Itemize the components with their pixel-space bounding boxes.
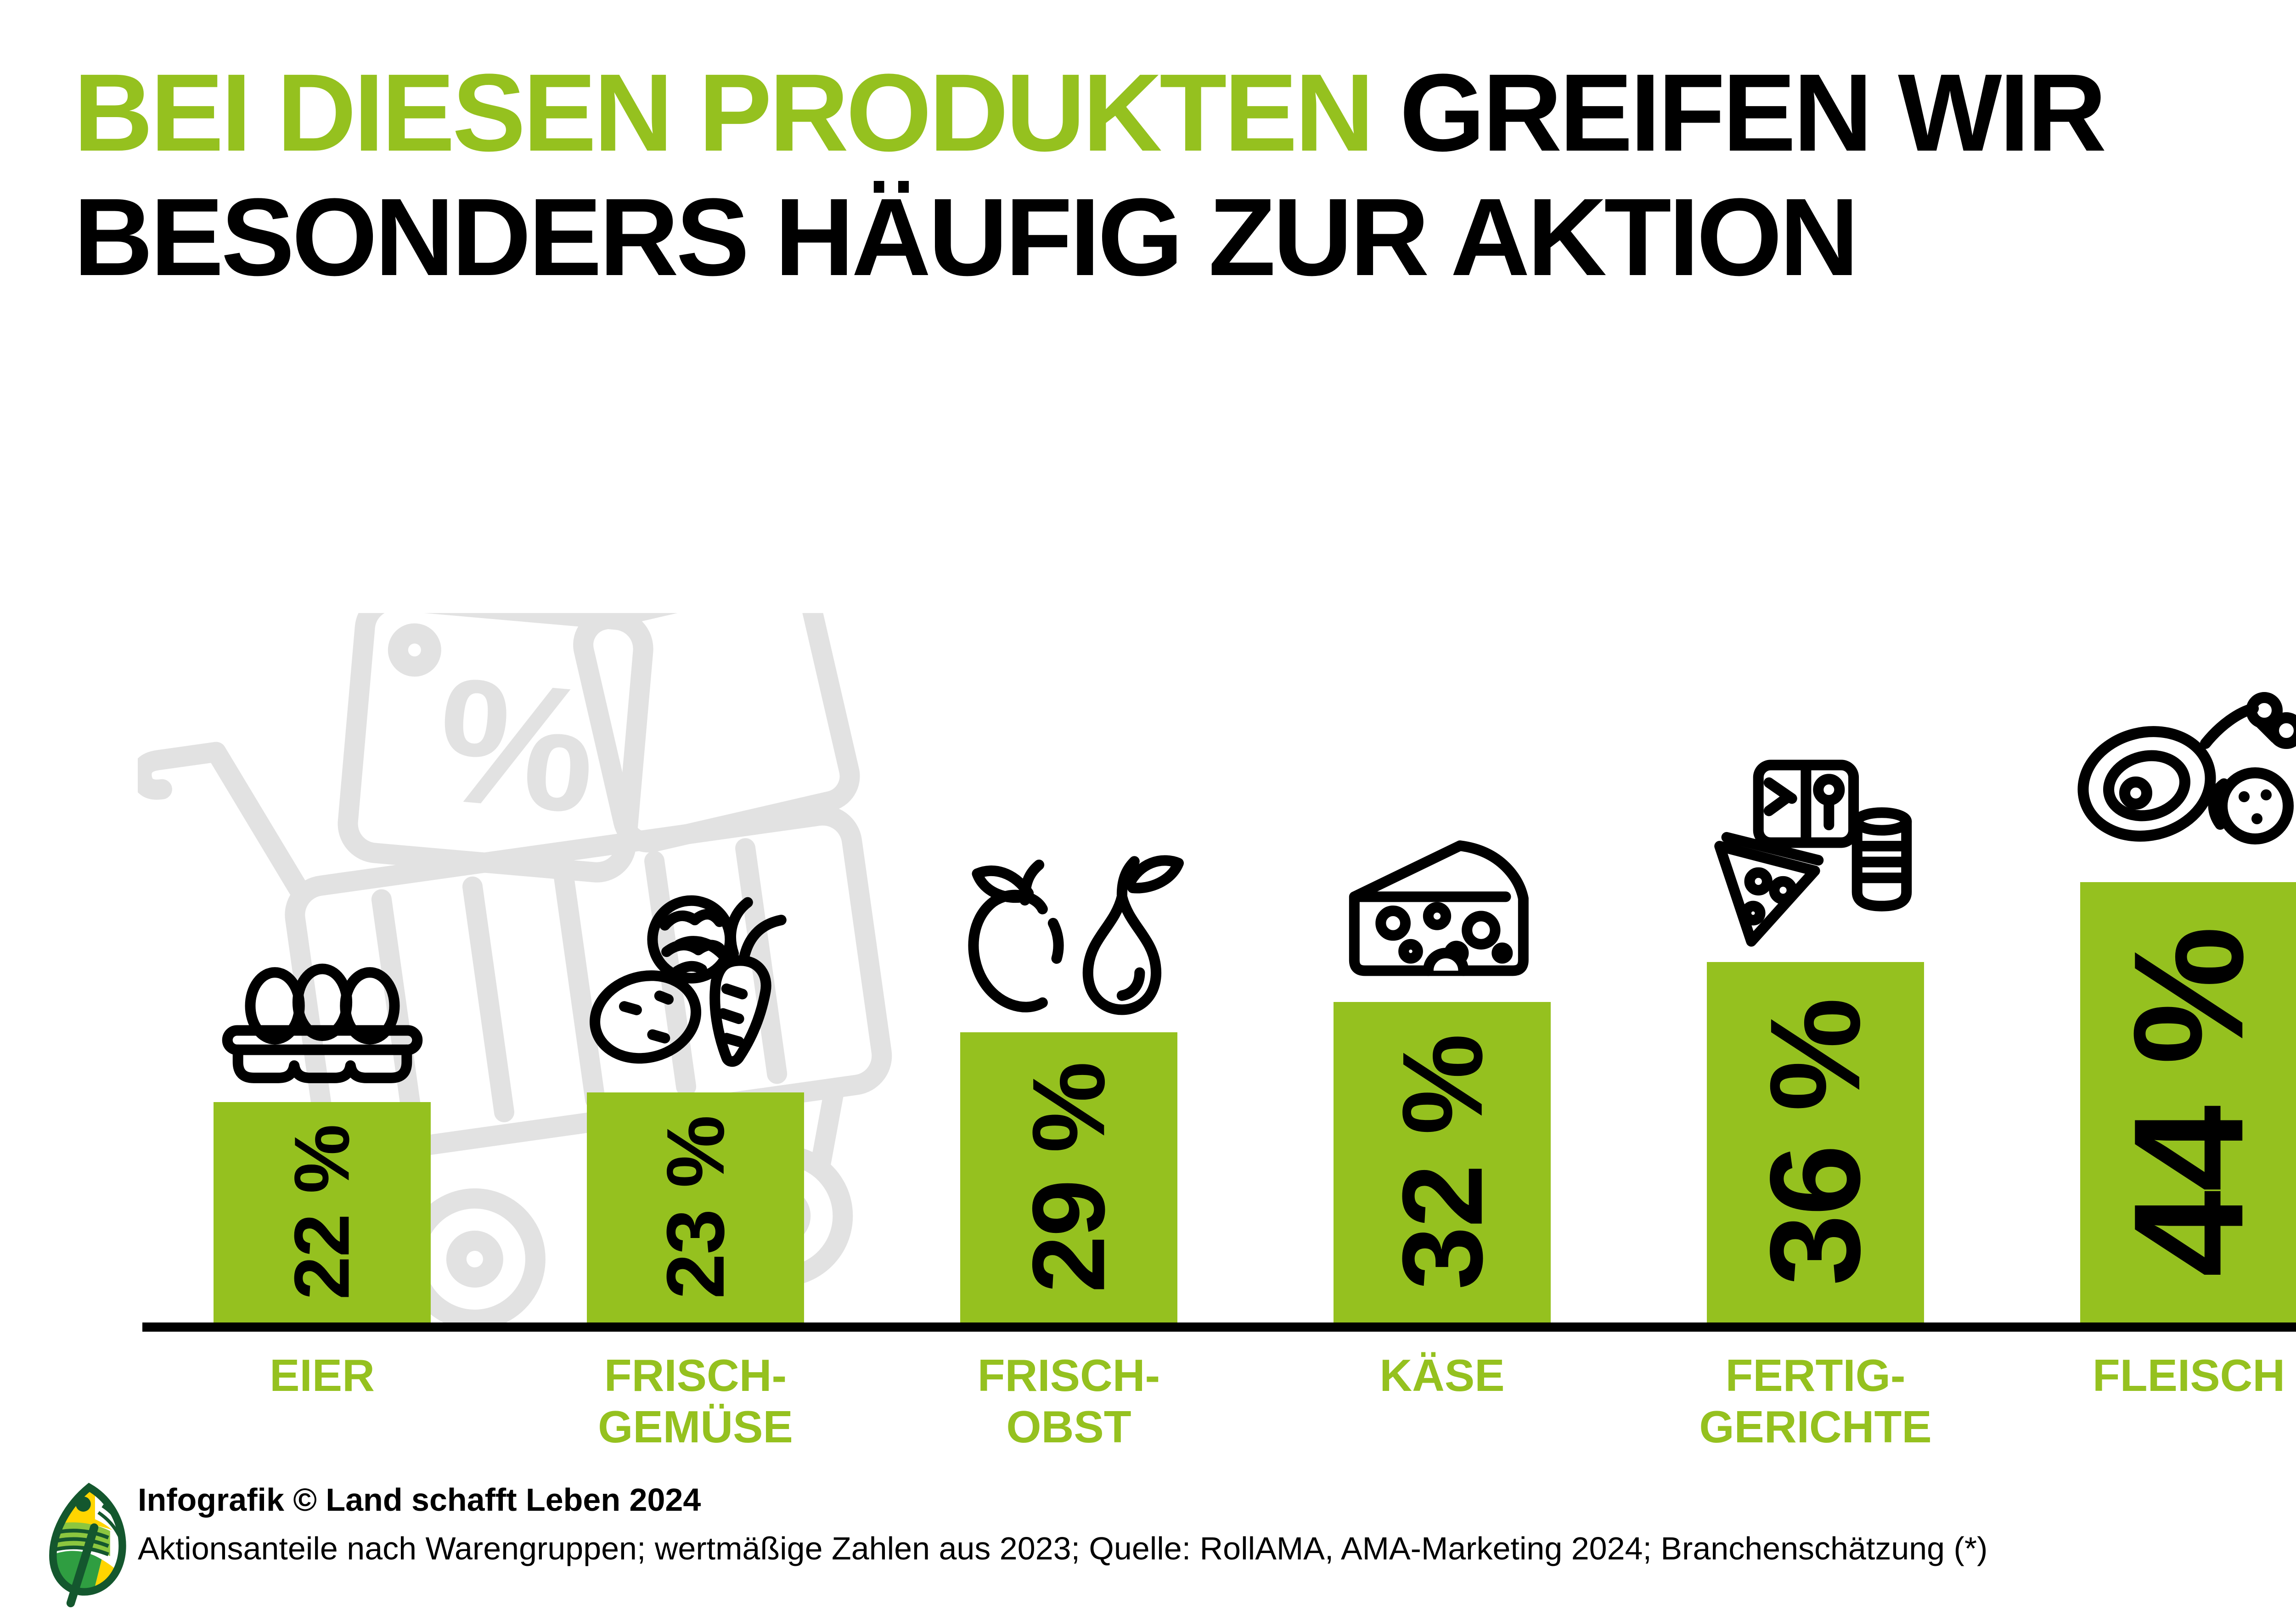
bar-fleisch: 44 % FLEISCH	[2077, 692, 2296, 1401]
bar-value-label: 22 %	[278, 1125, 366, 1300]
bar-category-label: FERTIG- GERICHTE	[1699, 1350, 1932, 1452]
cart-handle	[138, 742, 309, 899]
baseline-axis	[142, 1322, 2296, 1332]
bar-frisch-obst: 29 % FRISCH- OBST	[960, 855, 1184, 1452]
page-title: BEI DIESEN PRODUKTEN GREIFEN WIR BESONDE…	[73, 51, 2107, 299]
footer-source: Aktionsanteile nach Warengruppen; wertmä…	[138, 1531, 1988, 1566]
bar-category-label: FLEISCH	[2092, 1350, 2285, 1401]
page-title-accent: BEI DIESEN PRODUKTEN	[73, 51, 1374, 174]
bar-value-wrap: 44 %	[2080, 882, 2296, 1322]
footer: Infografik © Land schafft Leben 2024 Akt…	[138, 1481, 1987, 1567]
page-title-line2: BESONDERS HÄUFIG ZUR AKTION	[73, 175, 1859, 299]
egg-carton-icon	[217, 948, 428, 1092]
bar-fertig-gerichte: 36 % FERTIG- GERICHTE	[1699, 760, 1932, 1452]
bar-value-label: 29 %	[1011, 1062, 1126, 1293]
bar-category-label: FRISCH- GEMÜSE	[598, 1350, 793, 1452]
bar-value-wrap: 22 %	[214, 1102, 431, 1322]
bar-kaese: 32 % KÄSE	[1334, 840, 1551, 1401]
bar-value-label: 36 %	[1744, 999, 1887, 1286]
page-title-line1: BEI DIESEN PRODUKTEN GREIFEN WIR	[73, 51, 2107, 175]
land-schafft-leben-leaf-logo	[49, 1483, 126, 1608]
bar-value-label: 23 %	[649, 1116, 741, 1299]
bar-value-wrap: 29 %	[960, 1032, 1177, 1322]
apple-pear-icon	[954, 845, 1184, 1022]
bar-eier: 22 % EIER	[214, 963, 431, 1401]
bar-category-label: FRISCH- OBST	[977, 1350, 1160, 1452]
discount-percent-glyph: %	[430, 641, 604, 850]
bar-category-label: KÄSE	[1379, 1350, 1505, 1401]
page-title-rest: GREIFEN WIR	[1372, 51, 2107, 174]
vegetables-icon	[585, 879, 806, 1082]
discount-tag-hole	[388, 623, 441, 677]
bar-frisch-gemuese: 23 % FRISCH- GEMÜSE	[587, 895, 804, 1452]
cheese-icon	[1337, 830, 1548, 992]
discount-tag-back	[573, 613, 860, 853]
meat-icon	[2070, 688, 2296, 872]
bar-value-wrap: 23 %	[587, 1092, 804, 1322]
discount-tag-front	[338, 613, 653, 883]
ready-meal-icon	[1705, 754, 1926, 952]
cart-wheel-left-hub	[446, 1230, 503, 1288]
bar-category-label: EIER	[270, 1350, 375, 1401]
footer-credit: Infografik © Land schafft Leben 2024	[138, 1482, 701, 1518]
bar-value-label: 44 %	[2101, 927, 2276, 1277]
bar-value-wrap: 32 %	[1334, 1002, 1551, 1322]
bar-value-label: 32 %	[1378, 1035, 1506, 1290]
bar-value-wrap: 36 %	[1707, 962, 1924, 1322]
